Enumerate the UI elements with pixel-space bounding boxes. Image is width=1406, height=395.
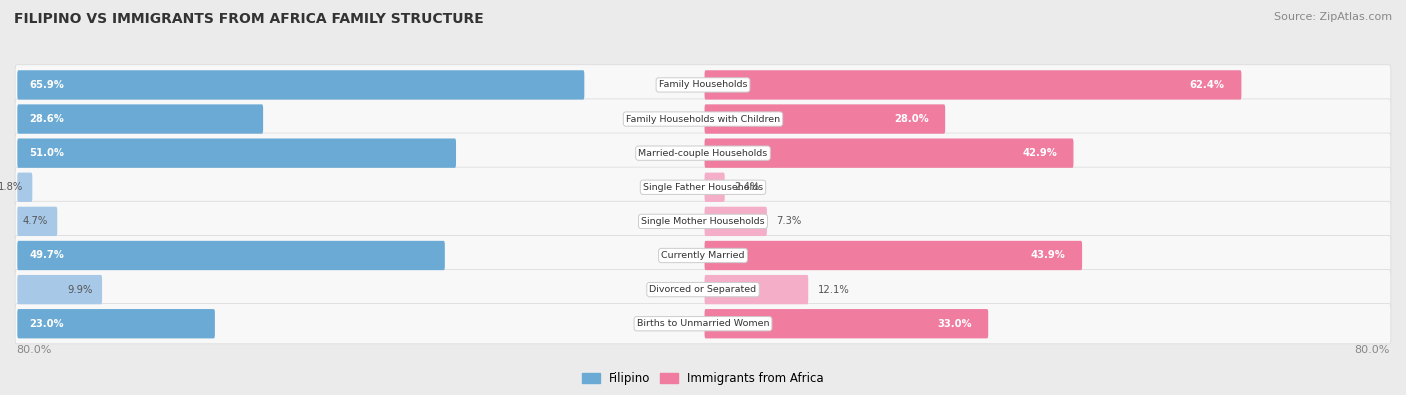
Text: Married-couple Households: Married-couple Households (638, 149, 768, 158)
FancyBboxPatch shape (704, 241, 1083, 270)
Text: Family Households with Children: Family Households with Children (626, 115, 780, 124)
FancyBboxPatch shape (704, 309, 988, 339)
FancyBboxPatch shape (704, 104, 945, 134)
Text: Births to Unmarried Women: Births to Unmarried Women (637, 319, 769, 328)
FancyBboxPatch shape (17, 241, 444, 270)
Text: 9.9%: 9.9% (67, 285, 93, 295)
FancyBboxPatch shape (17, 173, 32, 202)
FancyBboxPatch shape (15, 65, 1391, 105)
Text: 1.8%: 1.8% (0, 182, 22, 192)
Text: 65.9%: 65.9% (30, 80, 65, 90)
Text: 49.7%: 49.7% (30, 250, 65, 260)
FancyBboxPatch shape (15, 167, 1391, 207)
FancyBboxPatch shape (15, 133, 1391, 173)
Text: FILIPINO VS IMMIGRANTS FROM AFRICA FAMILY STRUCTURE: FILIPINO VS IMMIGRANTS FROM AFRICA FAMIL… (14, 12, 484, 26)
Text: 2.4%: 2.4% (734, 182, 759, 192)
FancyBboxPatch shape (704, 275, 808, 304)
Text: 28.6%: 28.6% (30, 114, 65, 124)
FancyBboxPatch shape (704, 207, 766, 236)
FancyBboxPatch shape (17, 139, 456, 168)
FancyBboxPatch shape (17, 275, 103, 304)
Text: 4.7%: 4.7% (22, 216, 48, 226)
FancyBboxPatch shape (704, 70, 1241, 100)
FancyBboxPatch shape (15, 99, 1391, 139)
Legend: Filipino, Immigrants from Africa: Filipino, Immigrants from Africa (578, 367, 828, 390)
FancyBboxPatch shape (17, 70, 585, 100)
Text: 51.0%: 51.0% (30, 148, 65, 158)
FancyBboxPatch shape (17, 104, 263, 134)
FancyBboxPatch shape (15, 201, 1391, 241)
Text: Family Households: Family Households (659, 81, 747, 89)
Text: Single Mother Households: Single Mother Households (641, 217, 765, 226)
Text: 28.0%: 28.0% (894, 114, 928, 124)
Text: 7.3%: 7.3% (776, 216, 801, 226)
Text: Source: ZipAtlas.com: Source: ZipAtlas.com (1274, 12, 1392, 22)
Text: 42.9%: 42.9% (1022, 148, 1057, 158)
FancyBboxPatch shape (15, 304, 1391, 344)
Text: 80.0%: 80.0% (17, 345, 52, 355)
FancyBboxPatch shape (15, 269, 1391, 310)
FancyBboxPatch shape (17, 207, 58, 236)
FancyBboxPatch shape (15, 235, 1391, 276)
Text: 80.0%: 80.0% (1354, 345, 1389, 355)
FancyBboxPatch shape (17, 309, 215, 339)
Text: 43.9%: 43.9% (1031, 250, 1066, 260)
FancyBboxPatch shape (704, 173, 724, 202)
Text: 62.4%: 62.4% (1189, 80, 1225, 90)
Text: Currently Married: Currently Married (661, 251, 745, 260)
Text: 33.0%: 33.0% (936, 319, 972, 329)
Text: Single Father Households: Single Father Households (643, 183, 763, 192)
Text: 23.0%: 23.0% (30, 319, 65, 329)
Text: 12.1%: 12.1% (817, 285, 849, 295)
FancyBboxPatch shape (704, 139, 1073, 168)
Text: Divorced or Separated: Divorced or Separated (650, 285, 756, 294)
